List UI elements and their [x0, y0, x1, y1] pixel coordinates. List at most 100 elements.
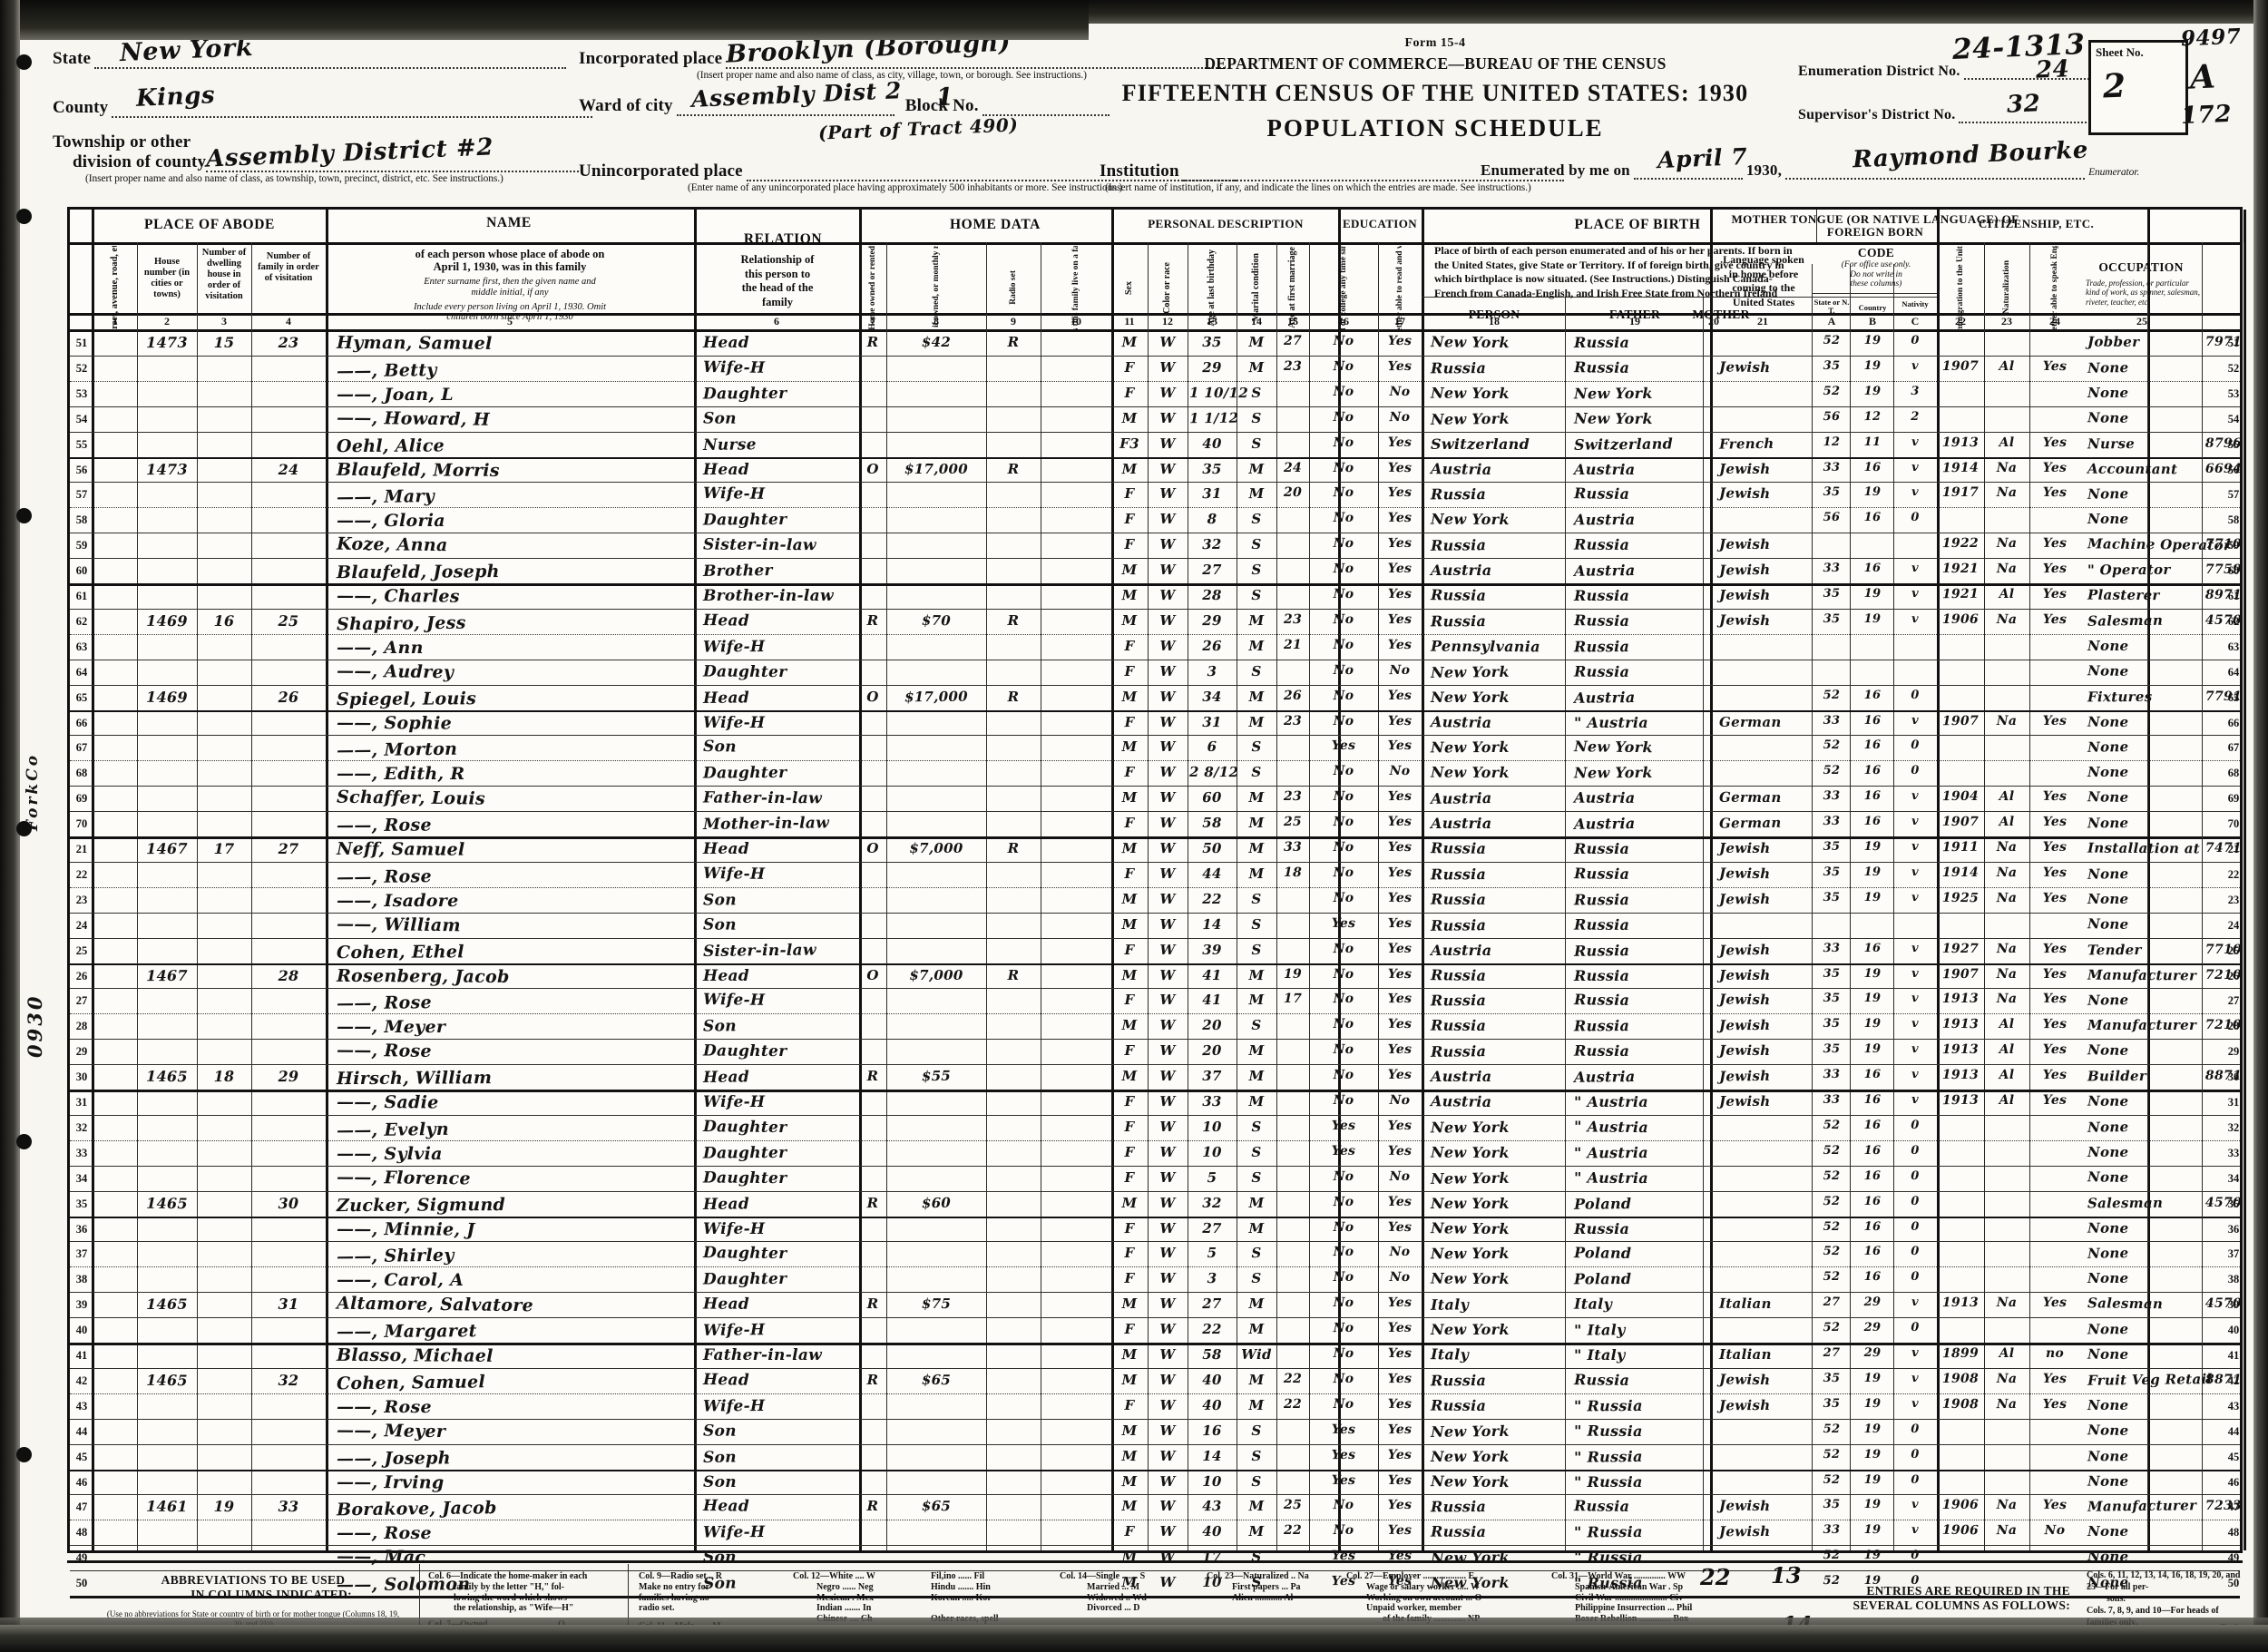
cell-cb: 19	[1863, 839, 1882, 855]
cell-c13: 20	[1202, 1042, 1222, 1060]
cell-c3: 19	[213, 1498, 235, 1516]
cell-c11: F	[1124, 536, 1135, 553]
cell-c25: None	[2087, 1270, 2129, 1287]
cell-c18: New York	[1430, 510, 1510, 529]
cell-name: ——, Audrey	[336, 660, 455, 682]
cell-ca: 35	[1823, 840, 1841, 854]
cell-c25: None	[2087, 764, 2129, 781]
cell-c9: R	[1007, 840, 1020, 856]
colnum-23: 23	[2001, 315, 2012, 327]
cell-relation: Mother-in-law	[702, 814, 830, 835]
cell-c9: R	[1007, 460, 1020, 477]
cell-relation: Wife-H	[703, 713, 766, 732]
cell-c25: None	[2087, 1321, 2129, 1338]
cell-c17: No	[1389, 764, 1411, 779]
cell-c18: New York	[1430, 1168, 1510, 1188]
cell-c21: Jewish	[1718, 561, 1771, 579]
cell-cb: 16	[1863, 1143, 1882, 1158]
table-col-divider	[2147, 242, 2148, 1550]
row-line-number: 29	[75, 1045, 88, 1059]
cell-c25: None	[2087, 1245, 2129, 1263]
row-line-number: 58	[2227, 513, 2240, 527]
cell-c16: Yes	[1331, 1447, 1356, 1462]
cell-c17: Yes	[1387, 333, 1413, 349]
county-value: Kings	[135, 82, 216, 112]
cell-ca: 33	[1823, 1093, 1841, 1107]
table-rule	[70, 329, 2240, 332]
cell-cc: 0	[1911, 1472, 1920, 1487]
cell-c12: W	[1159, 409, 1176, 426]
colnum-17: 17	[1394, 315, 1405, 327]
cell-c19: Austria	[1573, 688, 1636, 707]
table-col-divider	[859, 210, 862, 1550]
row-line-number: 68	[75, 767, 88, 780]
birth-mother-header: MOTHER	[1692, 308, 1750, 321]
cell-c18: New York	[1430, 409, 1510, 428]
cell-cb: 16	[1863, 1168, 1882, 1183]
cell-c16: No	[1333, 713, 1354, 728]
cell-name: Neff, Samuel	[336, 838, 465, 860]
col23-naturalized: Col. 23—Naturalized .. Na	[1207, 1571, 1309, 1581]
birth-desc-1: Place of birth of each person enumerated…	[1434, 244, 1793, 257]
row-line-number: 48	[2227, 1526, 2240, 1540]
cell-c19: " Austria	[1574, 1093, 1648, 1110]
row-separator	[70, 482, 2240, 484]
cell-c18: Austria	[1430, 789, 1492, 808]
cell-c24: Yes	[2042, 865, 2068, 881]
cell-c18: Russia	[1430, 865, 1487, 884]
cell-ca: 52	[1823, 1194, 1841, 1208]
cell-cb: 19	[1863, 1017, 1882, 1031]
cell-relation: Father-in-law	[703, 1346, 823, 1364]
cell-c13: 6	[1207, 738, 1217, 756]
row-line-number: 39	[2227, 1298, 2240, 1312]
cell-c23: Al	[1999, 1042, 2015, 1058]
cell-cb: 16	[1863, 511, 1882, 525]
cell-c7: O	[866, 840, 879, 856]
cell-c8: $75	[921, 1295, 952, 1313]
cell-c15: 18	[1283, 865, 1303, 881]
cell-c22: 1917	[1941, 485, 1980, 501]
cell-c13: 40	[1202, 1371, 1222, 1388]
cell-c24: Yes	[2042, 814, 2068, 830]
cell-cc: 0	[1911, 1118, 1920, 1132]
row-line-number: 50	[75, 1577, 88, 1590]
cell-c17: Yes	[1387, 1321, 1413, 1336]
cell-ca: 12	[1823, 435, 1841, 449]
entries-required-1: ENTRIES ARE REQUIRED IN THE	[1866, 1584, 2070, 1598]
cell-name: ——, Mary	[336, 486, 435, 508]
enumerated-date-value: April 7	[1657, 142, 1748, 174]
footer-rule	[67, 1560, 2243, 1563]
cell-c13: 27	[1202, 1219, 1222, 1237]
county-field: County	[53, 98, 593, 118]
row-line-number: 61	[75, 590, 88, 602]
col31-world-war: Col. 31—World War .............. WW	[1551, 1571, 1686, 1581]
cell-relation: Head	[702, 611, 750, 630]
cell-cb: 12	[1863, 409, 1882, 424]
cell-c21: Jewish	[1718, 941, 1771, 959]
cell-c25: None	[2087, 1447, 2129, 1464]
cell-cb: 19	[1863, 966, 1882, 981]
group-name: NAME	[486, 215, 532, 230]
cell-relation: Daughter	[702, 1117, 787, 1138]
cell-relation: Nurse	[702, 435, 757, 455]
cell-c14: M	[1248, 865, 1265, 882]
row-line-number: 21	[2227, 843, 2240, 855]
binder-hole	[16, 1447, 32, 1462]
cell-c11: F	[1124, 1092, 1135, 1110]
cell-c23: Na	[1996, 1295, 2018, 1311]
cell-c8: $65	[921, 1371, 952, 1389]
cell-ca: 35	[1823, 485, 1841, 500]
cell-c14: S	[1251, 1143, 1262, 1160]
cell-c16: No	[1333, 611, 1354, 628]
incorporated-place-label: Incorporated place	[579, 49, 723, 68]
row-separator	[70, 1090, 2240, 1092]
cell-c14: M	[1248, 966, 1265, 983]
row-line-number: 52	[2227, 361, 2240, 375]
cell-relation: Head	[702, 688, 750, 708]
cell-c19: Russia	[1574, 334, 1630, 351]
row-separator	[70, 456, 2240, 459]
colnum-11: 11	[1124, 315, 1135, 327]
col12-other-2: out in full	[942, 1625, 980, 1636]
relation-desc-4: family	[761, 295, 794, 308]
place-of-birth-description: Place of birth of each person enumerated…	[1425, 244, 1931, 300]
